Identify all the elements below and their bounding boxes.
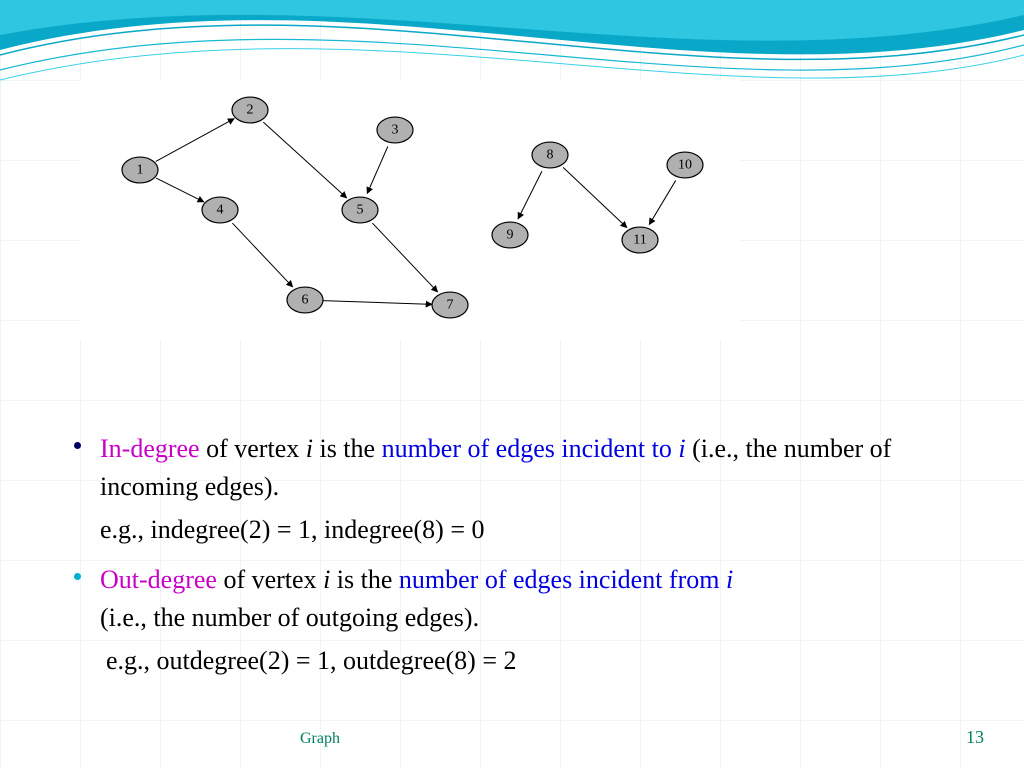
bullet-indegree: In-degree of vertex i is the number of e… bbox=[70, 430, 970, 505]
bullet-dot bbox=[74, 442, 81, 449]
edge bbox=[372, 223, 437, 292]
bullet-outdegree: Out-degree of vertex i is the number of … bbox=[70, 561, 970, 636]
slide: 1 2 3 4 5 6 7 8 9 10 11 In-degree of vertex i is t… bbox=[0, 0, 1024, 768]
graph-svg: 1 2 3 4 5 6 7 8 9 10 11 bbox=[80, 80, 740, 340]
graph-node-label: 6 bbox=[302, 293, 309, 308]
page-number: 13 bbox=[966, 727, 984, 748]
graph-diagram: 1 2 3 4 5 6 7 8 9 10 11 bbox=[80, 80, 740, 340]
edge bbox=[156, 119, 234, 162]
edge bbox=[649, 180, 675, 224]
graph-node-label: 8 bbox=[547, 148, 554, 163]
example-outdegree: e.g., outdegree(2) = 1, outdegree(8) = 2 bbox=[70, 642, 970, 680]
term-indegree: In-degree bbox=[100, 434, 200, 463]
graph-node-label: 2 bbox=[247, 103, 254, 118]
graph-node-label: 4 bbox=[217, 203, 224, 218]
graph-node-label: 9 bbox=[507, 228, 514, 243]
edge bbox=[263, 122, 346, 198]
graph-node-label: 11 bbox=[633, 233, 646, 248]
edge bbox=[518, 171, 542, 219]
term-outdegree: Out-degree bbox=[100, 565, 217, 594]
footer-title: Graph bbox=[300, 730, 340, 748]
edge bbox=[156, 178, 204, 202]
graph-node-label: 7 bbox=[447, 298, 454, 313]
edge bbox=[323, 301, 432, 305]
edge bbox=[367, 146, 388, 193]
graph-node-label: 5 bbox=[357, 203, 364, 218]
graph-node-label: 10 bbox=[678, 158, 692, 173]
graph-node-label: 1 bbox=[137, 163, 144, 178]
edge bbox=[232, 223, 292, 287]
content: In-degree of vertex i is the number of e… bbox=[70, 430, 970, 692]
example-indegree: e.g., indegree(2) = 1, indegree(8) = 0 bbox=[70, 511, 970, 549]
bullet-dot bbox=[74, 573, 81, 580]
edge bbox=[563, 167, 627, 227]
graph-node-label: 3 bbox=[392, 123, 399, 138]
